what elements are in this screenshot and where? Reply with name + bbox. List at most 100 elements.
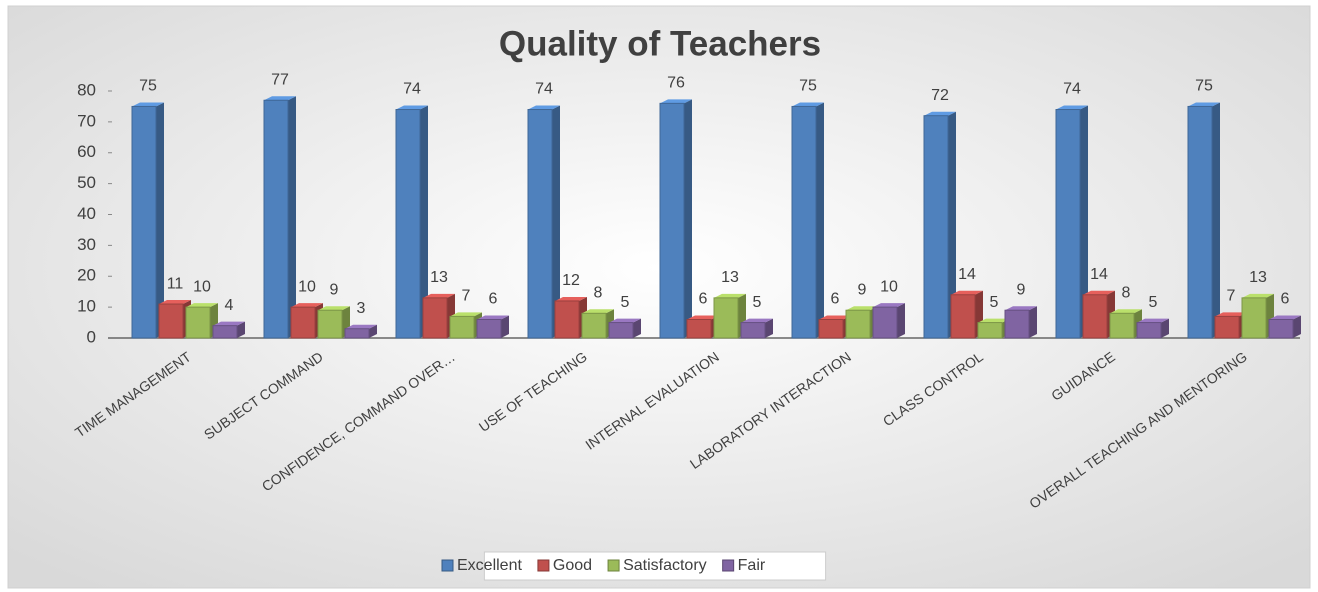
bar <box>872 306 898 339</box>
data-label: 14 <box>958 266 976 283</box>
bar <box>1109 312 1135 339</box>
bar-side <box>1293 315 1301 338</box>
bar <box>581 312 607 339</box>
bar-side <box>1080 105 1088 339</box>
bar-side <box>1029 306 1037 338</box>
bar-side <box>765 318 773 338</box>
bar <box>131 105 157 339</box>
data-label: 77 <box>271 71 289 88</box>
bar-top <box>687 315 719 320</box>
data-label: 9 <box>330 281 339 298</box>
y-tick-label: 40 <box>77 204 96 223</box>
bar <box>923 115 949 339</box>
bar <box>344 328 370 339</box>
bar-top <box>1137 318 1169 323</box>
data-label: 10 <box>193 278 211 295</box>
bar-top <box>528 105 560 110</box>
bar-side <box>684 99 692 338</box>
bar-side <box>1212 102 1220 338</box>
legend-swatch <box>722 559 735 572</box>
bar-top <box>1083 290 1115 295</box>
data-label: 7 <box>462 288 471 305</box>
bar <box>422 297 448 339</box>
data-label: 14 <box>1090 266 1108 283</box>
data-label: 5 <box>1149 294 1158 311</box>
bar-top <box>345 324 377 329</box>
bar-side <box>369 324 377 338</box>
bar <box>686 318 712 339</box>
data-label: 5 <box>990 294 999 311</box>
data-label: 76 <box>667 75 685 92</box>
data-label: 4 <box>225 297 234 314</box>
data-label: 11 <box>167 275 184 292</box>
bar-top <box>1215 312 1247 317</box>
bar-side <box>633 318 641 338</box>
bar-top <box>1188 102 1220 107</box>
y-tick-label: 10 <box>77 297 96 316</box>
bar-top <box>450 312 482 317</box>
data-label: 5 <box>753 294 762 311</box>
bar <box>1214 315 1240 339</box>
bar-side <box>156 102 164 338</box>
data-label: 74 <box>1063 81 1081 98</box>
bar <box>791 105 817 339</box>
y-tick-label: 70 <box>77 111 96 130</box>
bar-top <box>186 303 218 308</box>
legend-label: Fair <box>738 557 766 574</box>
bar-top <box>924 111 956 116</box>
bar <box>950 294 976 339</box>
bar-top <box>318 306 350 311</box>
y-tick-label: 80 <box>77 80 96 99</box>
bar-top <box>741 318 773 323</box>
bar <box>1004 309 1030 339</box>
bar-side <box>288 96 296 338</box>
bar <box>158 303 184 339</box>
data-label: 13 <box>430 269 448 286</box>
y-tick-label: 50 <box>77 173 96 192</box>
bar <box>554 300 580 339</box>
bar-side <box>897 303 905 338</box>
bar-top <box>660 99 692 104</box>
bar-top <box>291 303 323 308</box>
bar-side <box>420 105 428 339</box>
bar-top <box>396 105 428 110</box>
legend-label: Good <box>553 557 592 574</box>
data-label: 9 <box>858 281 867 298</box>
bar <box>476 318 502 339</box>
bar <box>1082 294 1108 339</box>
y-tick-label: 60 <box>77 142 96 161</box>
data-label: 8 <box>594 285 603 302</box>
bar-top <box>477 315 509 320</box>
bar-side <box>948 111 956 338</box>
data-label: 9 <box>1017 281 1026 298</box>
data-label: 10 <box>298 278 316 295</box>
bar-top <box>582 309 614 314</box>
bar <box>1187 105 1213 339</box>
bar <box>659 102 685 339</box>
bar-top <box>792 102 824 107</box>
bar <box>212 325 238 339</box>
bar-top <box>1242 293 1274 298</box>
bar <box>263 99 289 339</box>
bar-top <box>159 300 191 305</box>
bar-top <box>555 296 587 301</box>
data-label: 6 <box>831 291 840 308</box>
data-label: 5 <box>621 294 630 311</box>
bar-top <box>1110 309 1142 314</box>
bar-top <box>264 96 296 101</box>
bar-top <box>846 306 878 311</box>
bar <box>1136 322 1162 339</box>
data-label: 74 <box>403 81 421 98</box>
bar-side <box>501 315 509 338</box>
data-label: 6 <box>699 291 708 308</box>
data-label: 6 <box>1281 291 1290 308</box>
bar-side <box>237 321 245 338</box>
bar <box>1241 297 1267 339</box>
data-label: 75 <box>799 78 817 95</box>
y-tick-label: 0 <box>87 327 96 346</box>
bar-top <box>609 318 641 323</box>
bar-top <box>873 303 905 308</box>
bar-top <box>819 315 851 320</box>
bar <box>395 109 421 339</box>
